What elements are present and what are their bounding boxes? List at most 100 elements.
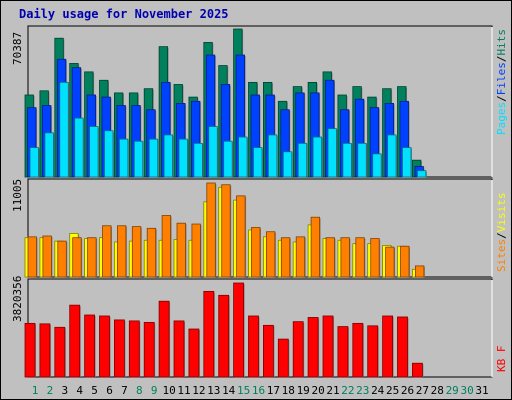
day-label: 7: [121, 384, 128, 397]
bar-sites: [310, 216, 321, 278]
bar-sites: [191, 223, 201, 278]
day-label: 16: [252, 384, 265, 397]
bar-pages: [74, 117, 84, 178]
bar-kb-f: [382, 315, 394, 378]
bar-kb-f: [367, 325, 379, 378]
bar-sites: [161, 215, 172, 278]
bar-kb-f: [233, 282, 245, 378]
bar-kb-f: [143, 321, 155, 378]
legend-kbytes: KB F: [495, 346, 508, 373]
bar-kb-f: [114, 319, 125, 378]
legend-hits: Hits: [495, 29, 508, 56]
day-label: 27: [416, 384, 429, 397]
bar-sites: [295, 236, 306, 278]
bar-pages: [416, 170, 427, 178]
bar-pages: [372, 153, 382, 178]
bar-kb-f: [322, 315, 334, 378]
bar-pages: [208, 126, 218, 178]
bar-kb-f: [262, 324, 274, 378]
bar-pages: [89, 126, 99, 178]
panel-kbytes-frame: [27, 278, 493, 378]
day-label: 30: [460, 384, 473, 397]
bar-kb-f: [277, 338, 289, 378]
legend-sites: Sites: [495, 239, 508, 272]
bar-kb-f: [397, 316, 408, 378]
bar-sites: [265, 231, 276, 278]
bar-kb-f: [188, 328, 200, 378]
bar-pages: [29, 147, 39, 178]
bar-sites: [72, 237, 82, 278]
bar-sites: [131, 226, 142, 278]
legend-visits: Visits: [495, 193, 508, 233]
hits-scale-label: 70387: [11, 32, 24, 65]
bar-pages: [104, 130, 114, 178]
day-label: 6: [106, 384, 113, 397]
bar-sites: [117, 225, 127, 278]
bar-kb-f: [337, 326, 349, 378]
day-label: 21: [326, 384, 339, 397]
bar-kb-f: [69, 304, 81, 378]
day-label: 2: [47, 384, 54, 397]
bar-sites: [42, 235, 52, 278]
bar-sites: [414, 265, 425, 278]
bar-sites: [27, 236, 37, 278]
bar-kb-f: [218, 294, 230, 378]
bar-pages: [387, 134, 397, 178]
legend-pages: Pages: [495, 102, 508, 135]
bar-sites: [370, 238, 380, 278]
legend-kbytes-panel: KB F: [495, 346, 508, 373]
bar-kb-f: [173, 320, 185, 378]
bar-pages: [402, 147, 412, 178]
day-label: 14: [222, 384, 236, 397]
bar-pages: [133, 140, 144, 178]
bar-kb-f: [39, 323, 51, 378]
bar-pages: [253, 147, 263, 178]
day-label: 10: [162, 384, 175, 397]
day-label: 22: [341, 384, 354, 397]
chart-title: Daily usage for November 2025: [19, 7, 229, 21]
bar-sites: [325, 237, 335, 278]
bar-pages: [193, 142, 203, 178]
bar-kb-f: [411, 362, 423, 378]
bar-kb-f: [203, 290, 215, 378]
bar-kb-f: [128, 320, 140, 378]
bar-sites: [355, 237, 365, 278]
day-label: 20: [311, 384, 324, 397]
bar-sites: [400, 245, 410, 278]
day-label: 15: [237, 384, 250, 397]
visits-scale-label: 11005: [11, 179, 24, 212]
day-label: 8: [136, 384, 143, 397]
bars-layer: [24, 28, 427, 378]
bar-sites: [57, 240, 67, 278]
day-label: 19: [297, 384, 310, 397]
legend-separator: /: [495, 232, 508, 239]
bar-kb-f: [307, 317, 319, 378]
bar-pages: [163, 134, 174, 178]
bar-pages: [59, 81, 69, 178]
day-label: 9: [151, 384, 158, 397]
bar-pages: [342, 142, 352, 178]
bar-kb-f: [352, 322, 364, 378]
kbytes-scale-label: 3820356: [11, 276, 24, 322]
bar-kb-f: [84, 314, 95, 378]
day-label: 17: [267, 384, 280, 397]
day-label: 12: [192, 384, 205, 397]
bar-pages: [357, 142, 367, 178]
legend-files: Files: [495, 62, 508, 95]
bar-sites: [102, 225, 112, 278]
day-label: 5: [91, 384, 98, 397]
bar-kb-f: [99, 315, 110, 378]
bar-sites: [87, 237, 97, 278]
legend-separator: /: [495, 95, 508, 102]
day-label: 26: [401, 384, 414, 397]
bar-pages: [178, 138, 188, 178]
day-label: 1: [32, 384, 39, 397]
bar-sites: [236, 195, 246, 278]
bar-pages: [238, 136, 248, 178]
day-label: 23: [356, 384, 369, 397]
bar-sites: [280, 237, 291, 278]
day-label: 25: [386, 384, 399, 397]
day-label: 3: [61, 384, 68, 397]
bar-kb-f: [158, 300, 170, 378]
day-label: 31: [475, 384, 488, 397]
